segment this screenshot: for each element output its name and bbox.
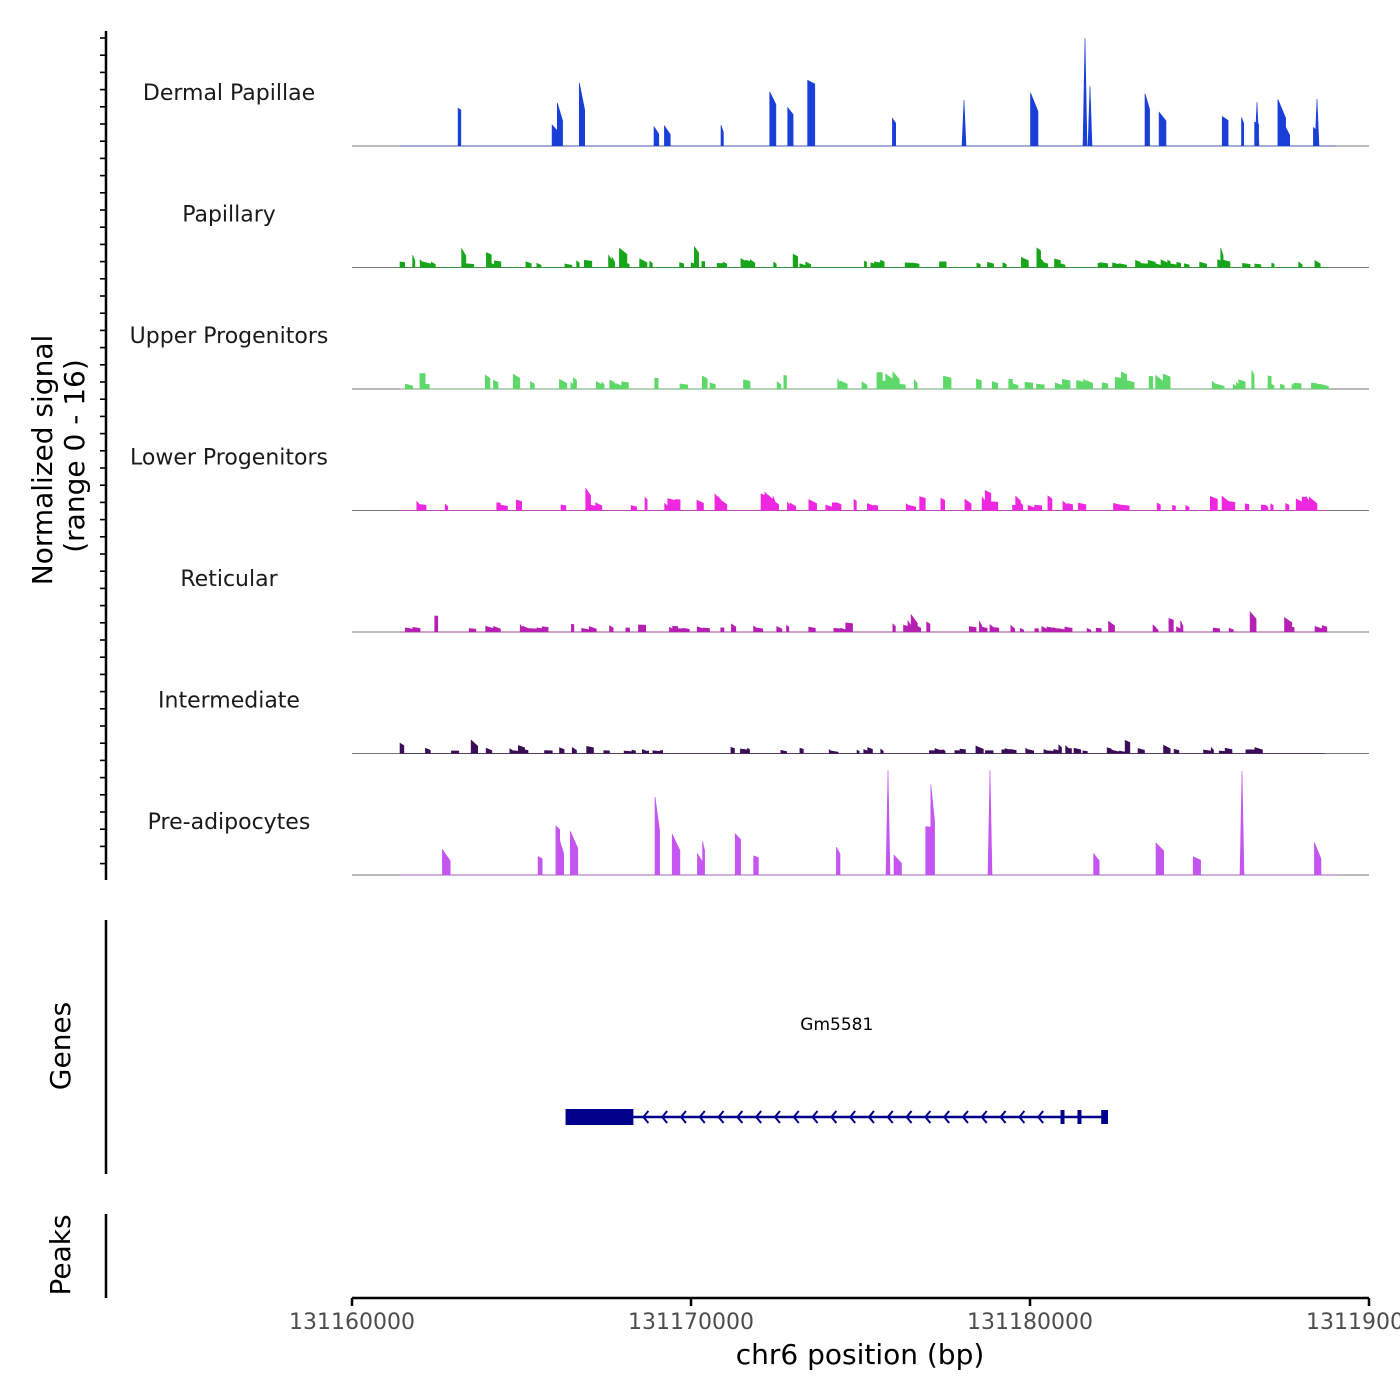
track-label: Papillary [182, 203, 276, 228]
coverage-area [399, 245, 1329, 268]
track-reticular: Reticular [180, 567, 1369, 633]
coverage-area [400, 37, 1336, 147]
coverage-tracks: Dermal Papillae Papillary Upper Progenitor… [130, 37, 1369, 876]
strand-arrow [679, 1110, 687, 1124]
x-tick-label: 131180000 [967, 1310, 1093, 1335]
coverage-area [399, 739, 1326, 754]
strand-arrow [1018, 1110, 1026, 1124]
y-axis-label-line1: Normalized signal [26, 335, 59, 586]
strand-arrow [792, 1110, 800, 1124]
y-axis [100, 31, 108, 880]
track-label: Lower Progenitors [130, 446, 328, 471]
strand-arrow [660, 1110, 668, 1124]
track-label: Reticular [180, 567, 278, 592]
gene-exon [565, 1109, 634, 1125]
strand-arrow [736, 1110, 744, 1124]
strand-arrow [942, 1110, 950, 1124]
strand-arrow [999, 1110, 1007, 1124]
strand-arrow [830, 1110, 838, 1124]
gene-name-label: Gm5581 [800, 1015, 873, 1035]
x-axis-title: chr6 position (bp) [736, 1338, 985, 1371]
strand-arrow [1036, 1110, 1044, 1124]
strand-arrow [905, 1110, 913, 1124]
coverage-area [400, 370, 1329, 390]
strand-arrow [886, 1110, 894, 1124]
strand-arrow [961, 1110, 969, 1124]
track-dermal-papillae: Dermal Papillae [143, 37, 1369, 147]
x-tick-label: 131170000 [628, 1310, 754, 1335]
track-papillary: Papillary [182, 203, 1369, 268]
y-axis-label-line2: (range 0 - 16) [58, 359, 91, 553]
track-label: Dermal Papillae [143, 81, 315, 106]
genes-panel: Genes Gm5581 [44, 920, 1108, 1174]
strand-arrow [754, 1110, 762, 1124]
coverage-area [400, 610, 1328, 633]
strand-arrow [848, 1110, 856, 1124]
gene-gm5581: Gm5581 [565, 1015, 1108, 1125]
coverage-area [400, 487, 1328, 511]
gene-exon [1077, 1110, 1082, 1124]
track-label: Pre-adipocytes [148, 810, 311, 835]
strand-arrow [924, 1110, 932, 1124]
coverage-area [400, 769, 1338, 876]
track-label: Upper Progenitors [130, 324, 329, 349]
strand-arrow [717, 1110, 725, 1124]
strand-arrow [980, 1110, 988, 1124]
track-lower-progenitors: Lower Progenitors [130, 446, 1369, 511]
strand-arrow [698, 1110, 706, 1124]
x-tick-label: 131160000 [289, 1310, 415, 1335]
peaks-panel-label: Peaks [44, 1214, 77, 1295]
gene-exon [1101, 1110, 1108, 1124]
track-intermediate: Intermediate [158, 689, 1369, 754]
track-upper-progenitors: Upper Progenitors [130, 324, 1369, 390]
x-axis: 131160000 131170000 131180000 131190000 [289, 1296, 1400, 1335]
strand-arrow [811, 1110, 819, 1124]
strand-arrow [642, 1110, 650, 1124]
strand-arrow [773, 1110, 781, 1124]
x-tick-label: 131190000 [1306, 1310, 1400, 1335]
track-label: Intermediate [158, 689, 300, 714]
strand-arrow [867, 1110, 875, 1124]
genes-panel-label: Genes [44, 1002, 77, 1090]
track-pre-adipocytes: Pre-adipocytes [148, 769, 1369, 876]
peaks-panel: Peaks [44, 1214, 108, 1298]
gene-exon [1060, 1110, 1065, 1124]
